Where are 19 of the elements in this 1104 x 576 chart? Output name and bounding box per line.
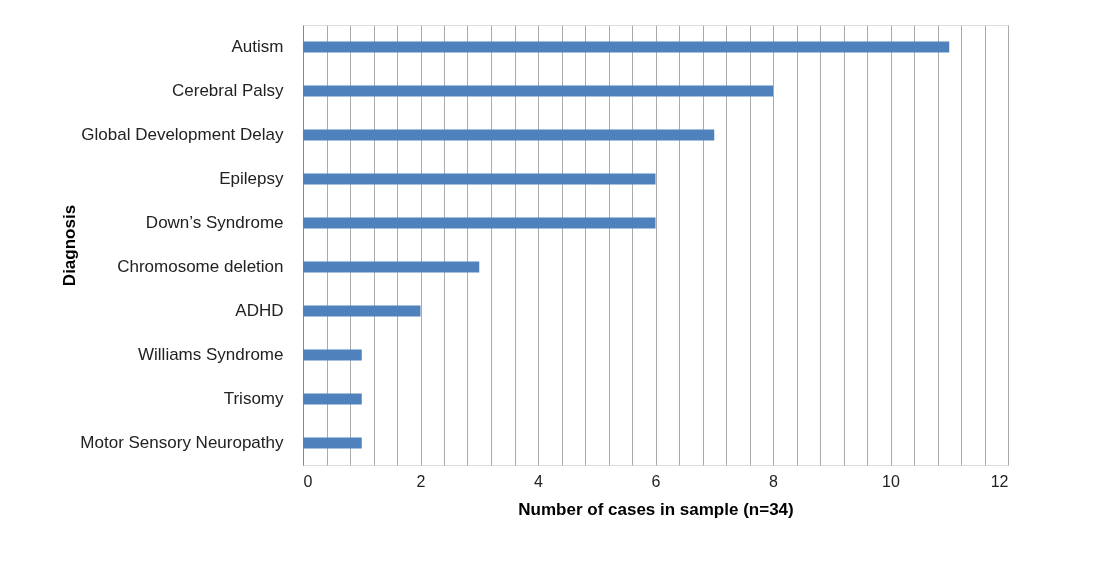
y-tick-label: Motor Sensory Neuropathy <box>80 433 284 452</box>
x-tick-label: 4 <box>534 472 544 490</box>
y-tick-label: Trisomy <box>223 389 284 408</box>
x-tick-label: 10 <box>882 472 900 490</box>
x-tick-label: 6 <box>651 472 661 490</box>
y-axis-title: Diagnosis <box>59 204 79 287</box>
y-tick-label: Autism <box>231 37 284 56</box>
y-tick-label: Epilepsy <box>219 169 284 188</box>
y-tick-label: Down’s Syndrome <box>145 213 284 232</box>
y-tick-label: Cerebral Palsy <box>172 81 284 100</box>
y-tick-label: ADHD <box>235 301 284 320</box>
y-tick-label: Global Development Delay <box>81 125 284 144</box>
x-tick-label: 8 <box>769 472 779 490</box>
y-tick-label: Williams Syndrome <box>138 345 284 364</box>
x-tick-label: 12 <box>990 472 1009 490</box>
x-tick-label: 0 <box>303 472 313 490</box>
y-tick-label: Chromosome deletion <box>117 257 284 276</box>
x-tick-label: 2 <box>416 472 426 490</box>
x-axis-title: Number of cases in sample (n=34) <box>518 499 794 519</box>
